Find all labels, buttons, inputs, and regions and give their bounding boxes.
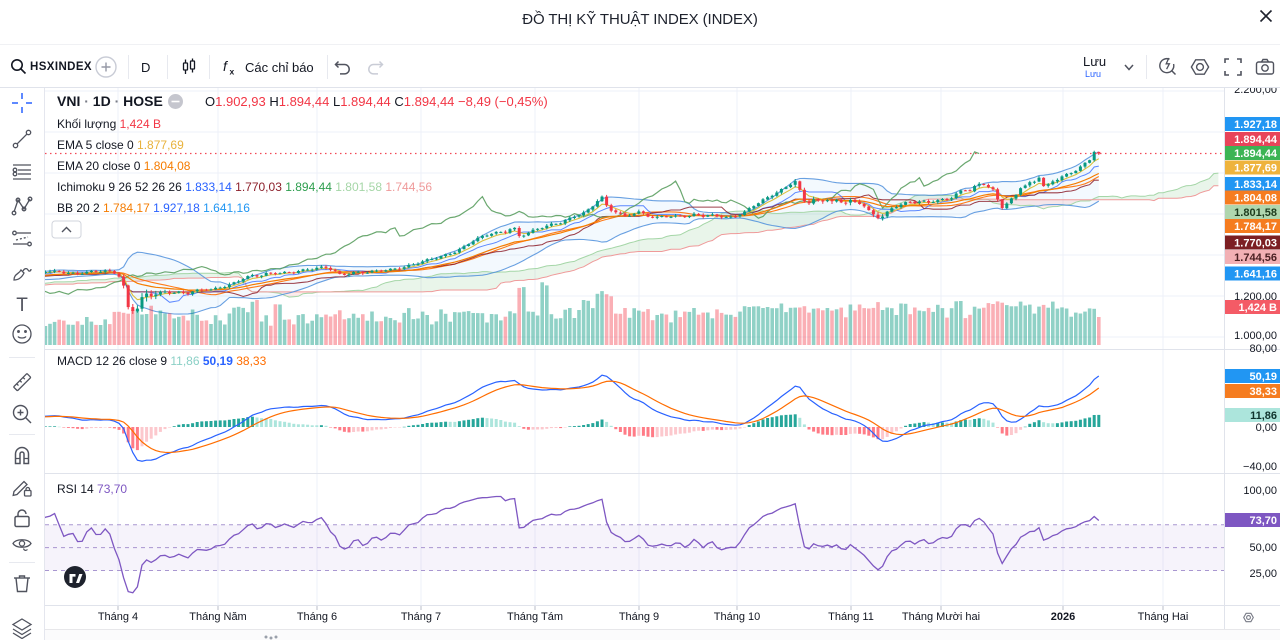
svg-text:1.894,44: 1.894,44 (1234, 134, 1278, 146)
svg-text:1.927,18: 1.927,18 (1234, 119, 1277, 131)
svg-text:Tháng 10: Tháng 10 (714, 611, 760, 623)
svg-text:1.877,69: 1.877,69 (1234, 163, 1277, 175)
svg-text:Ichimoku 9 26 52 26 26 1.833,: Ichimoku 9 26 52 26 26 1.833,14 1.770,03… (57, 180, 432, 194)
svg-text:f: f (223, 58, 229, 74)
svg-text:50,19: 50,19 (1249, 371, 1277, 383)
svg-text:25,00: 25,00 (1249, 568, 1277, 580)
svg-text:Tháng Tám: Tháng Tám (507, 611, 563, 623)
svg-text:EMA 20 close 0 1.804,08: EMA 20 close 0 1.804,08 (57, 159, 191, 173)
svg-text:1.770,03: 1.770,03 (1234, 238, 1277, 250)
svg-text:BB 20 2 1.784,17 1.927,18 1.6: BB 20 2 1.784,17 1.927,18 1.641,16 (57, 201, 250, 215)
svg-text:O1.902,93 H1.894,44 L1.894,44: O1.902,93 H1.894,44 L1.894,44 C1.894,44 … (205, 94, 548, 109)
svg-text:1.894,44: 1.894,44 (1234, 148, 1278, 160)
svg-text:Tháng 6: Tháng 6 (297, 611, 337, 623)
svg-text:RSI 14 73,70: RSI 14 73,70 (57, 482, 127, 496)
svg-text:T: T (16, 295, 28, 315)
svg-text:2.200,00: 2.200,00 (1234, 88, 1277, 96)
svg-text:1.833,14: 1.833,14 (1234, 179, 1278, 191)
svg-text:50,00: 50,00 (1249, 542, 1277, 554)
svg-text:38,33: 38,33 (1249, 386, 1277, 398)
svg-text:Tháng 7: Tháng 7 (401, 611, 441, 623)
svg-text:VNI · 1D · HOSE: VNI · 1D · HOSE (57, 93, 163, 109)
svg-text:73,70: 73,70 (1249, 515, 1277, 527)
svg-text:80,00: 80,00 (1249, 343, 1277, 355)
svg-text:1.784,17: 1.784,17 (1234, 221, 1277, 233)
svg-text:1.804,08: 1.804,08 (1234, 193, 1277, 205)
svg-text:Tháng 4: Tháng 4 (98, 611, 138, 623)
svg-text:Tháng Mười hai: Tháng Mười hai (902, 611, 980, 623)
svg-text:2026: 2026 (1051, 611, 1075, 623)
svg-text:1,424 B: 1,424 B (1238, 302, 1277, 314)
svg-text:100,00: 100,00 (1243, 485, 1277, 497)
svg-text:EMA 5 close 0 1.877,69: EMA 5 close 0 1.877,69 (57, 138, 184, 152)
svg-text:1.641,16: 1.641,16 (1234, 269, 1277, 281)
svg-text:1.000,00: 1.000,00 (1234, 330, 1277, 342)
svg-text:x: x (230, 67, 235, 77)
svg-text:−40,00: −40,00 (1243, 461, 1277, 473)
svg-text:Tháng Năm: Tháng Năm (189, 611, 246, 623)
svg-text:Khối lượng 1,424 B: Khối lượng 1,424 B (57, 117, 161, 131)
svg-text:11,86: 11,86 (1250, 410, 1277, 422)
svg-text:1.744,56: 1.744,56 (1234, 252, 1277, 264)
svg-text:MACD 12 26 close 9 11,86 50,1: MACD 12 26 close 9 11,86 50,19 38,33 (57, 354, 267, 368)
svg-text:Tháng 9: Tháng 9 (619, 611, 659, 623)
svg-text:0,00: 0,00 (1256, 422, 1277, 434)
svg-text:Tháng Hai: Tháng Hai (1138, 611, 1189, 623)
svg-text:Tháng 11: Tháng 11 (828, 611, 874, 623)
svg-text:1.801,58: 1.801,58 (1234, 207, 1277, 219)
